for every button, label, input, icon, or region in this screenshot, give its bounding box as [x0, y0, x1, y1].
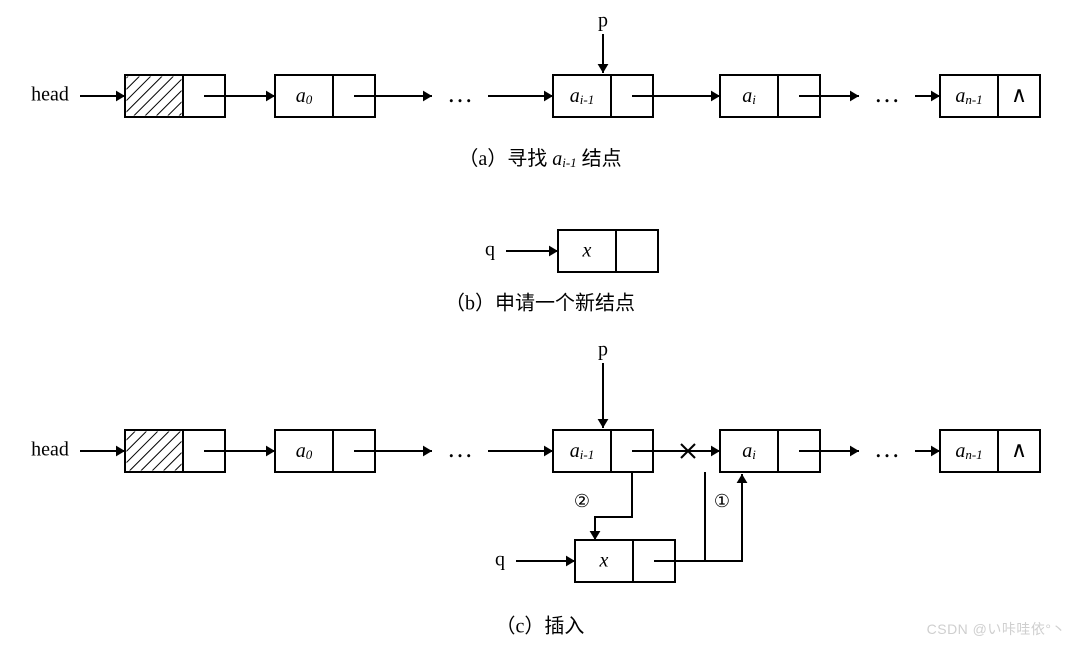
svg-text:x: x: [599, 550, 609, 572]
svg-text:x: x: [582, 240, 592, 262]
watermark: CSDN @い咔哇依°丶: [927, 619, 1066, 639]
svg-text:head: head: [31, 439, 69, 461]
svg-text:…: …: [447, 79, 473, 108]
svg-text:q: q: [485, 239, 495, 261]
svg-text:…: …: [874, 434, 900, 463]
svg-text:…: …: [874, 79, 900, 108]
svg-text:①: ①: [714, 491, 730, 511]
svg-text:q: q: [495, 549, 505, 571]
svg-text:p: p: [598, 339, 608, 361]
svg-text:head: head: [31, 84, 69, 106]
svg-text:（b）申请一个新结点: （b）申请一个新结点: [445, 292, 635, 315]
svg-text:p: p: [598, 10, 608, 32]
svg-text:∧: ∧: [1011, 437, 1027, 462]
svg-text:…: …: [447, 434, 473, 463]
svg-text:∧: ∧: [1011, 82, 1027, 107]
svg-text:（c）插入: （c）插入: [496, 615, 585, 638]
svg-text:（a）寻找 ai-1 结点: （a）寻找 ai-1 结点: [458, 147, 621, 170]
svg-text:②: ②: [574, 491, 590, 511]
